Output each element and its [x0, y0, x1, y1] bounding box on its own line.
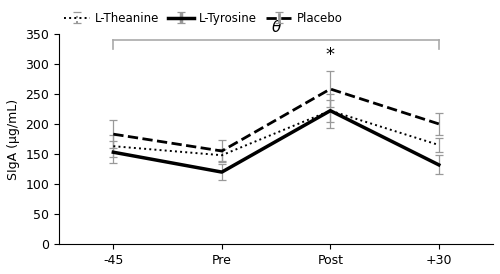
Text: *: *: [326, 46, 335, 64]
Legend: L-Theanine, L-Tyrosine, Placebo: L-Theanine, L-Tyrosine, Placebo: [59, 7, 348, 29]
Text: $\theta$: $\theta$: [270, 19, 281, 35]
Y-axis label: SIgA (µg/mL): SIgA (µg/mL): [7, 98, 20, 179]
